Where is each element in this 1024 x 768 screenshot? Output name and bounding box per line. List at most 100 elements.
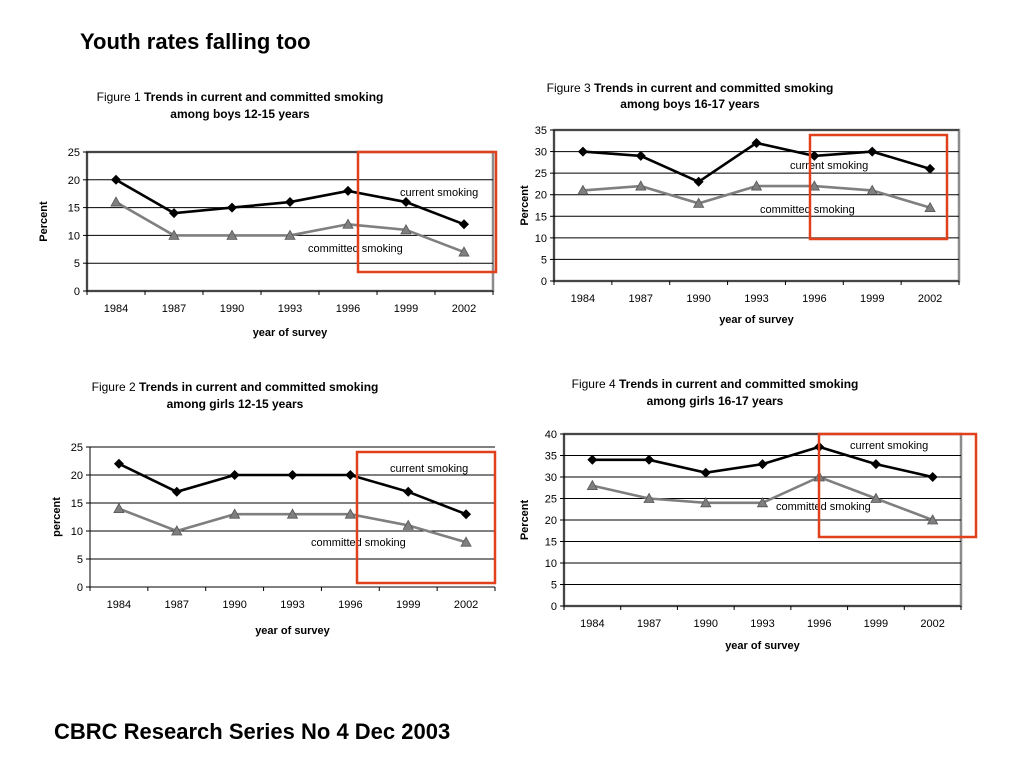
committed-smoking-point (402, 519, 414, 530)
current-smoking-label: current smoking (790, 160, 868, 172)
figure-title: Trends in current and committed smoking (594, 81, 833, 95)
committed-smoking-point (228, 508, 241, 519)
y-tick-label: 15 (68, 203, 80, 215)
figure-caption: Figure 1 Trends in current and committed… (97, 90, 384, 104)
chart-fig4-svg: Figure 4 Trends in current and committed… (519, 377, 978, 652)
committed-smoking-point (226, 229, 238, 240)
y-tick-label: 10 (545, 558, 557, 570)
current-smoking-label: current smoking (390, 463, 468, 475)
figure-caption: Figure 4 Trends in current and committed… (572, 377, 859, 391)
y-axis-label: Percent (38, 201, 50, 242)
current-smoking-point (401, 197, 411, 208)
x-axis-label: year of survey (725, 640, 800, 652)
y-tick-label: 25 (71, 442, 83, 454)
chart-fig4: Figure 4 Trends in current and committed… (515, 377, 978, 652)
committed-smoking-label: committed smoking (308, 243, 403, 255)
committed-smoking-point (692, 197, 705, 208)
y-tick-label: 0 (551, 601, 557, 613)
y-tick-label: 5 (74, 258, 80, 270)
y-axis-label: Percent (519, 185, 531, 226)
current-smoking-point (343, 185, 353, 196)
current-smoking-point (927, 472, 938, 482)
y-tick-label: 35 (545, 451, 557, 463)
committed-smoking-point (286, 508, 299, 519)
committed-smoking-point (577, 184, 589, 195)
x-tick-label: 1993 (278, 303, 302, 315)
y-tick-label: 10 (68, 230, 80, 242)
y-tick-label: 25 (68, 147, 80, 159)
chart-fig1-svg: Figure 1 Trends in current and committed… (38, 90, 498, 339)
current-smoking-point (577, 146, 588, 157)
committed-smoking-point (344, 508, 357, 519)
current-smoking-point (587, 454, 598, 465)
current-smoking-point (635, 150, 646, 161)
y-tick-label: 15 (545, 537, 557, 549)
figure-number: Figure 3 (547, 81, 594, 95)
x-tick-label: 1999 (860, 293, 884, 305)
committed-smoking-label: committed smoking (760, 204, 855, 216)
x-tick-label: 1990 (222, 599, 246, 611)
y-tick-label: 20 (535, 190, 547, 202)
committed-smoking-point (400, 224, 412, 235)
current-smoking-point (757, 459, 768, 470)
y-axis-label: Percent (519, 499, 531, 540)
committed-smoking-point (924, 201, 936, 213)
y-tick-label: 25 (535, 168, 547, 180)
figure-caption: Figure 3 Trends in current and committed… (547, 81, 834, 95)
committed-smoking-point (458, 246, 470, 257)
committed-smoking-point (168, 229, 180, 240)
committed-smoking-point (756, 496, 769, 508)
x-tick-label: 1984 (571, 293, 595, 305)
committed-smoking-point (643, 492, 655, 503)
y-tick-label: 0 (74, 286, 80, 298)
x-tick-label: 1996 (802, 293, 826, 305)
committed-smoking-point (460, 536, 472, 547)
x-tick-label: 2002 (454, 599, 478, 611)
committed-smoking-point (110, 196, 122, 207)
current-smoking-point (870, 459, 881, 470)
current-smoking-point (809, 150, 820, 161)
x-tick-label: 1984 (580, 618, 604, 630)
x-tick-label: 1987 (629, 293, 653, 305)
y-tick-label: 5 (541, 254, 547, 266)
current-smoking-point (287, 470, 298, 480)
current-smoking-point (403, 486, 414, 497)
figure-subtitle: among boys 16-17 years (620, 97, 760, 111)
chart-fig2-svg: Figure 2 Trends in current and committed… (51, 380, 497, 637)
y-tick-label: 30 (535, 147, 547, 159)
figure-subtitle: among girls 16-17 years (647, 394, 784, 408)
chart-fig3-svg: Figure 3 Trends in current and committed… (519, 81, 961, 326)
x-tick-label: 1999 (396, 599, 420, 611)
x-axis-label: year of survey (253, 327, 328, 339)
figure-title: Trends in current and committed smoking (619, 377, 858, 391)
current-smoking-line (582, 141, 931, 184)
y-tick-label: 25 (545, 494, 557, 506)
committed-smoking-label: committed smoking (776, 501, 871, 513)
figure-number: Figure 4 (572, 377, 619, 391)
x-tick-label: 1990 (220, 303, 244, 315)
current-smoking-point (171, 486, 182, 497)
figure-subtitle: among boys 12-15 years (170, 107, 310, 121)
committed-smoking-point (926, 514, 939, 525)
chart-fig2: Figure 2 Trends in current and committed… (30, 377, 505, 642)
current-smoking-point (867, 146, 878, 157)
x-tick-label: 1990 (686, 293, 710, 305)
y-tick-label: 20 (68, 175, 80, 187)
x-tick-label: 1987 (637, 618, 661, 630)
y-tick-label: 20 (545, 515, 557, 527)
y-tick-label: 20 (71, 470, 83, 482)
x-tick-label: 1984 (107, 599, 131, 611)
current-smoking-point (461, 509, 472, 520)
committed-smoking-point (284, 229, 296, 240)
current-smoking-point (113, 458, 124, 469)
x-tick-label: 2002 (918, 293, 942, 305)
x-tick-label: 1984 (104, 303, 128, 315)
figure-title: Trends in current and committed smoking (139, 380, 378, 394)
current-smoking-point (345, 470, 356, 480)
current-smoking-point (925, 163, 936, 174)
figure-title: Trends in current and committed smoking (144, 90, 383, 104)
committed-smoking-point (635, 180, 647, 191)
figure-caption: Figure 2 Trends in current and committed… (92, 380, 379, 394)
current-smoking-point (644, 454, 655, 465)
x-tick-label: 1993 (744, 293, 768, 305)
